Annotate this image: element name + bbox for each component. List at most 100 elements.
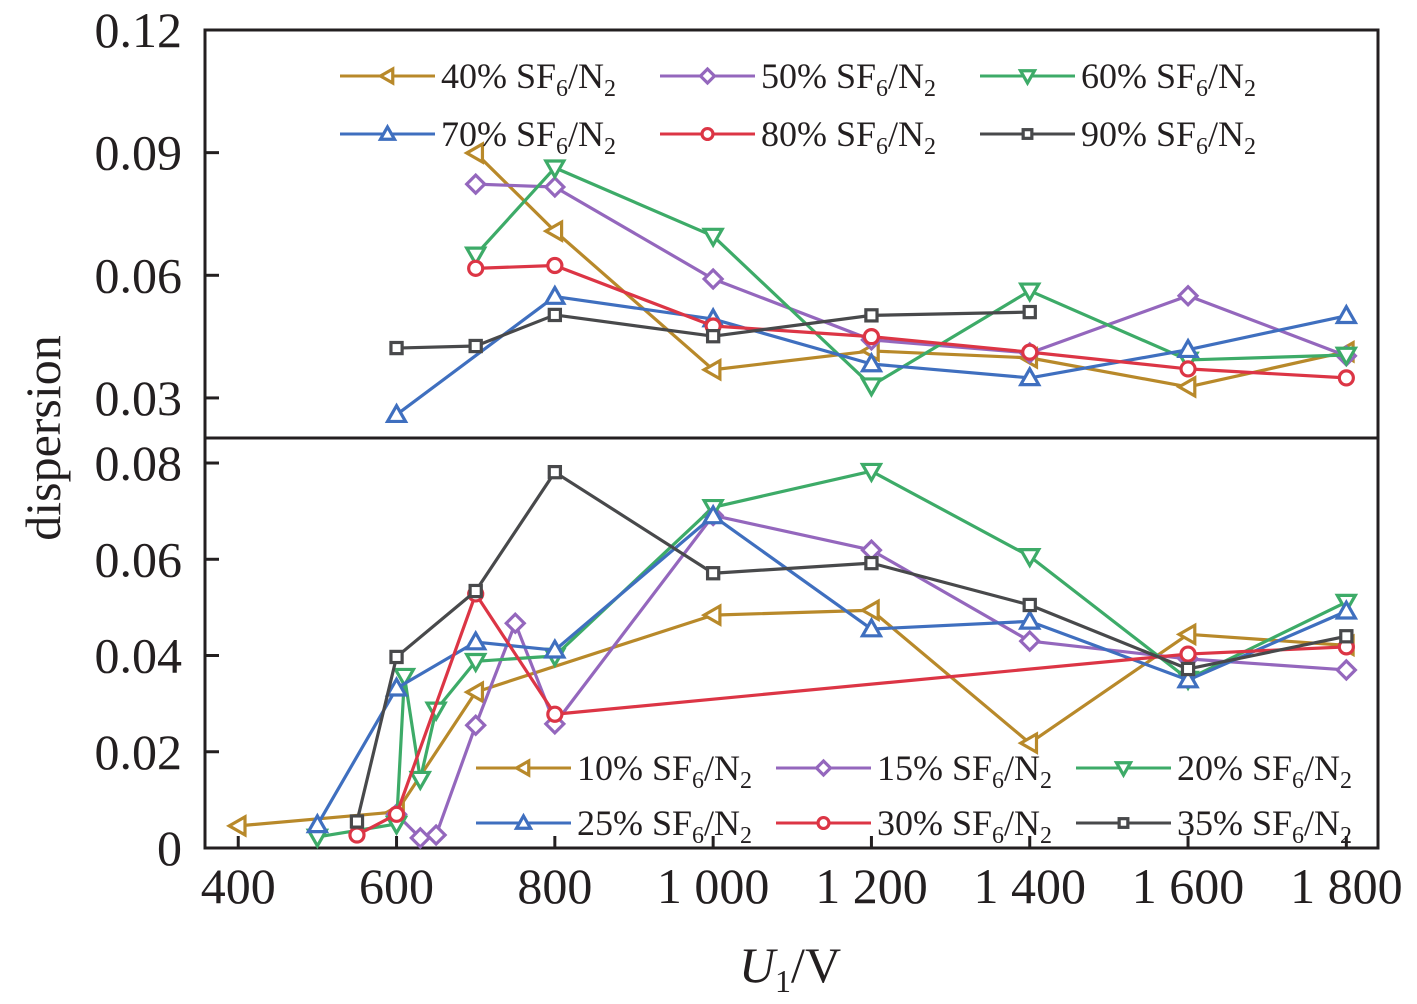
data-point (392, 667, 417, 689)
series-line (238, 608, 1347, 828)
legend-label: 70% SF6/N2 (441, 114, 616, 160)
data-point (1175, 375, 1197, 399)
data-point (1334, 346, 1359, 368)
series-line (474, 151, 1347, 389)
data-point (547, 464, 563, 480)
data-point (859, 351, 884, 373)
upper-legend: 40% SF6/N2 50% SF6/N2 60% SF6/N2 70% SF6/N2… (340, 56, 1256, 160)
data-point (1018, 629, 1042, 653)
legend-marker-icon (377, 66, 395, 86)
data-point (859, 462, 884, 484)
lower-panel: 0 0.02 0.04 0.06 0.08 10% SF6/N2 15% SF6/N2 20%… (95, 435, 1359, 876)
data-point (1175, 622, 1197, 647)
legend-item: 10% SF6/N2 (476, 748, 752, 794)
y-tick-label: 0.06 (95, 247, 183, 303)
data-point (701, 227, 725, 249)
legend-label: 35% SF6/N2 (1177, 803, 1352, 849)
legend-item: 70% SF6/N2 (340, 114, 616, 160)
data-point (463, 629, 488, 651)
legend-item: 35% SF6/N2 (1076, 803, 1352, 849)
data-point (862, 327, 881, 346)
x-tick-label: 1 400 (973, 858, 1086, 914)
legend-marker-icon (1021, 128, 1034, 140)
data-point (1179, 645, 1197, 663)
series-line (396, 310, 1030, 350)
data-point (701, 503, 725, 525)
data-point (705, 566, 721, 581)
legend-item: 30% SF6/N2 (776, 803, 1052, 849)
data-point (424, 823, 448, 847)
legend-marker-icon (1017, 69, 1038, 87)
x-tick-label: 400 (201, 858, 276, 914)
data-point (1334, 599, 1359, 620)
data-point (1335, 658, 1358, 682)
data-point (547, 307, 563, 323)
y-axis-title: dispersion (15, 335, 71, 541)
data-point (1017, 282, 1042, 304)
x-tick-label: 1 800 (1290, 858, 1403, 914)
y-tick-label: 0.09 (95, 125, 183, 181)
data-point (1017, 609, 1042, 630)
x-axis-title: U1/V (739, 937, 841, 999)
data-point (705, 329, 721, 344)
data-point (389, 649, 404, 665)
legend-item: 20% SF6/N2 (1076, 748, 1352, 794)
x-tick-label: 1 000 (657, 858, 770, 914)
data-point (389, 340, 404, 356)
data-point (859, 616, 884, 638)
legend-marker-icon (698, 66, 717, 86)
data-point (1176, 284, 1200, 307)
series-line (317, 469, 1348, 839)
series-35pct (349, 464, 1354, 829)
data-point (700, 357, 722, 382)
data-point (467, 259, 485, 277)
y-tick-label: 0.03 (95, 370, 183, 426)
data-point (1021, 343, 1039, 361)
legend-item: 60% SF6/N2 (980, 56, 1256, 102)
x-axis: 400 600 800 1 000 1 200 1 400 1 600 1 800 (201, 836, 1403, 914)
legend-marker-icon (1117, 817, 1130, 829)
series-90pct (389, 304, 1037, 356)
legend-item: 40% SF6/N2 (340, 56, 616, 102)
legend-label: 40% SF6/N2 (441, 56, 616, 102)
legend-label: 25% SF6/N2 (577, 803, 752, 849)
x-axis-title-unit: /V (791, 937, 841, 993)
data-point (859, 598, 880, 623)
data-point (543, 175, 567, 199)
data-point (1180, 661, 1196, 677)
y-tick-label: 0.12 (95, 2, 183, 58)
series-line (356, 592, 1347, 837)
data-point (348, 826, 366, 844)
data-point (859, 377, 884, 398)
x-tick-label: 800 (517, 858, 592, 914)
legend-label: 10% SF6/N2 (577, 748, 752, 794)
legend-label: 20% SF6/N2 (1177, 748, 1352, 794)
data-point (546, 705, 564, 723)
lower-legend: 10% SF6/N2 15% SF6/N2 20% SF6/N2 25% SF6/N2… (476, 748, 1352, 849)
data-point (468, 583, 483, 599)
data-point (463, 652, 488, 674)
legend-marker-icon (814, 758, 833, 778)
data-point (463, 680, 485, 704)
legend-marker-icon (1113, 761, 1134, 779)
data-point (864, 555, 879, 571)
data-point (1017, 731, 1039, 755)
data-point (387, 805, 406, 823)
x-tick-label: 1 200 (815, 858, 928, 914)
data-point (384, 402, 409, 424)
data-point (384, 676, 409, 697)
legend-label: 30% SF6/N2 (877, 803, 1052, 849)
data-point (464, 172, 487, 196)
legend-marker-icon (377, 123, 398, 141)
data-point (226, 814, 247, 838)
data-point (543, 637, 567, 659)
x-tick-label: 600 (359, 858, 434, 914)
data-point (305, 812, 330, 834)
legend-item: 90% SF6/N2 (980, 114, 1256, 160)
legend-label: 60% SF6/N2 (1081, 56, 1256, 102)
series-line (475, 182, 1347, 358)
data-point (408, 770, 433, 792)
x-axis-title-subscript: 1 (775, 963, 791, 999)
data-point (1339, 629, 1354, 644)
